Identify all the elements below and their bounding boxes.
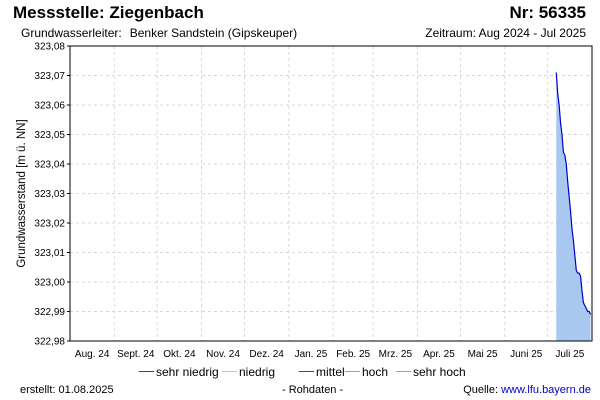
aquifer-info: Grundwasserleiter: Benker Sandstein (Gips… [21,26,297,40]
legend-swatch [299,371,314,373]
legend-item: hoch [345,365,388,379]
legend-swatch [139,371,154,373]
legend-label: hoch [362,365,389,379]
x-tick-label: Nov. 24 [206,349,240,360]
x-tick-label: Apr. 25 [423,349,455,360]
y-tick-label: 323,01 [34,248,65,259]
y-tick-label: 323,06 [34,101,65,112]
series-line [555,72,592,315]
legend-swatch [345,371,360,373]
plot-frame [69,45,593,342]
x-tick-label: Sept. 24 [117,349,155,360]
legend-item: sehr niedrig [139,365,219,379]
y-tick-label: 323,08 [34,42,65,53]
source-link[interactable]: www.lfu.bayern.de [501,384,591,396]
aquifer-label: Grundwasserleiter: [21,26,122,40]
legend-item: sehr hoch [396,365,466,379]
legend-item: mittel [299,365,345,379]
y-axis-label: Grundwasserstand [m ü. NN] [16,119,28,267]
legend-label: mittel [316,365,345,379]
x-tick-label: Mai 25 [468,349,498,360]
raw-data-note: - Rohdaten - [282,384,344,396]
groundwater-chart: 323,08 323,07 323,06 323,05 323,04 323,03 323,… [16,42,593,360]
station-title: Messstelle: Ziegenbach [13,3,204,22]
x-tick-label: Okt. 24 [163,349,196,360]
period-label: Zeitraum: Aug 2024 - Jul 2025 [425,26,586,40]
x-tick-label: Dez. 24 [249,349,284,360]
legend-label: sehr niedrig [156,365,219,379]
source-label: Quelle: [463,384,499,396]
x-tick-label: Aug. 24 [75,349,110,360]
legend-label: sehr hoch [413,365,466,379]
chart-legend: sehr niedrig niedrig mittel hoch sehr hoch [0,365,600,383]
y-tick-label: 323,05 [34,130,65,141]
station-number: Nr: 56335 [509,3,586,22]
y-tick-label: 323,04 [34,160,65,171]
y-tick-label: 322,99 [34,307,65,318]
series-area [556,72,591,342]
x-tick-label: Jan. 25 [295,349,328,360]
legend-swatch [396,371,411,373]
legend-swatch [222,371,237,373]
legend-item: niedrig [222,365,275,379]
y-tick-label: 323,03 [34,189,65,200]
x-tick-label: Mrz. 25 [379,349,413,360]
created-date: erstellt: 01.08.2025 [20,384,114,396]
x-tick-label: Juli 25 [555,349,584,360]
aquifer-value: Benker Sandstein (Gipskeuper) [129,26,298,40]
legend-label: niedrig [239,365,276,379]
y-tick-label: 322,98 [34,337,65,348]
source-info: Quelle: www.lfu.bayern.de [463,384,591,396]
y-tick-label: 323,02 [34,219,65,230]
x-tick-label: Juni 25 [510,349,543,360]
y-tick-label: 323,00 [34,278,65,289]
y-tick-label: 323,07 [34,71,65,82]
x-tick-label: Feb. 25 [336,349,370,360]
